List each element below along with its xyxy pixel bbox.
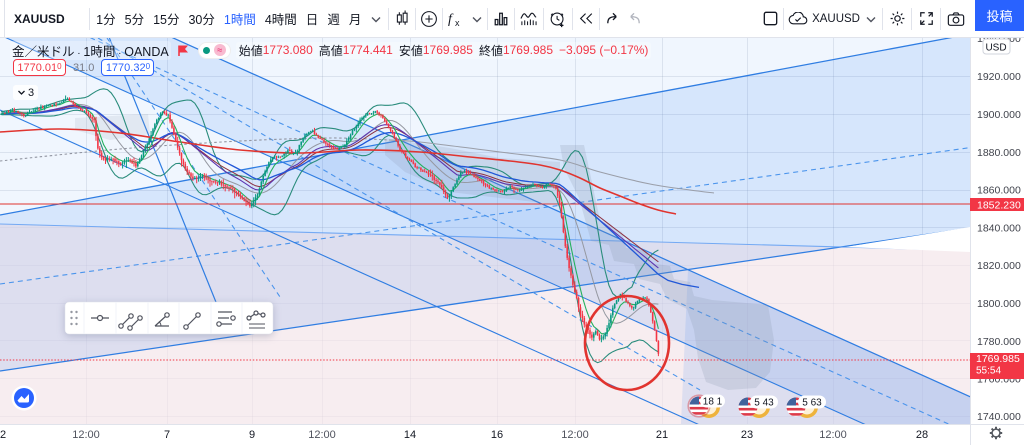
svg-text:1852.230: 1852.230: [977, 200, 1021, 212]
svg-text:12:00: 12:00: [72, 429, 100, 441]
svg-text:1840.000: 1840.000: [977, 223, 1021, 235]
svg-text:f: f: [448, 12, 454, 27]
svg-text:1769.985: 1769.985: [976, 353, 1020, 365]
svg-text:USD: USD: [985, 43, 1006, 54]
svg-text:5 63: 5 63: [802, 398, 822, 409]
svg-text:18 1: 18 1: [703, 397, 723, 408]
svg-text:12:00: 12:00: [308, 429, 336, 441]
svg-text:1880.000: 1880.000: [977, 147, 1021, 159]
svg-text:12:00: 12:00: [561, 429, 589, 441]
svg-text:5 43: 5 43: [754, 398, 774, 409]
svg-text:1780.000: 1780.000: [977, 336, 1021, 348]
svg-text:21: 21: [656, 429, 668, 441]
svg-text:1800.000: 1800.000: [977, 298, 1021, 310]
svg-text:23: 23: [741, 429, 753, 441]
svg-text:7: 7: [164, 429, 170, 441]
svg-text:2: 2: [0, 429, 6, 441]
svg-text:1820.000: 1820.000: [977, 260, 1021, 272]
svg-text:x: x: [455, 18, 460, 28]
svg-text:1920.000: 1920.000: [977, 71, 1021, 83]
svg-text:14: 14: [404, 429, 416, 441]
svg-text:12:00: 12:00: [819, 429, 847, 441]
svg-text:28: 28: [916, 429, 928, 441]
svg-text:9: 9: [249, 429, 255, 441]
svg-text:1860.000: 1860.000: [977, 185, 1021, 197]
svg-text:55:54: 55:54: [976, 366, 1001, 377]
svg-text:16: 16: [491, 429, 503, 441]
svg-text:1740.000: 1740.000: [977, 411, 1021, 423]
svg-text:1900.000: 1900.000: [977, 109, 1021, 121]
